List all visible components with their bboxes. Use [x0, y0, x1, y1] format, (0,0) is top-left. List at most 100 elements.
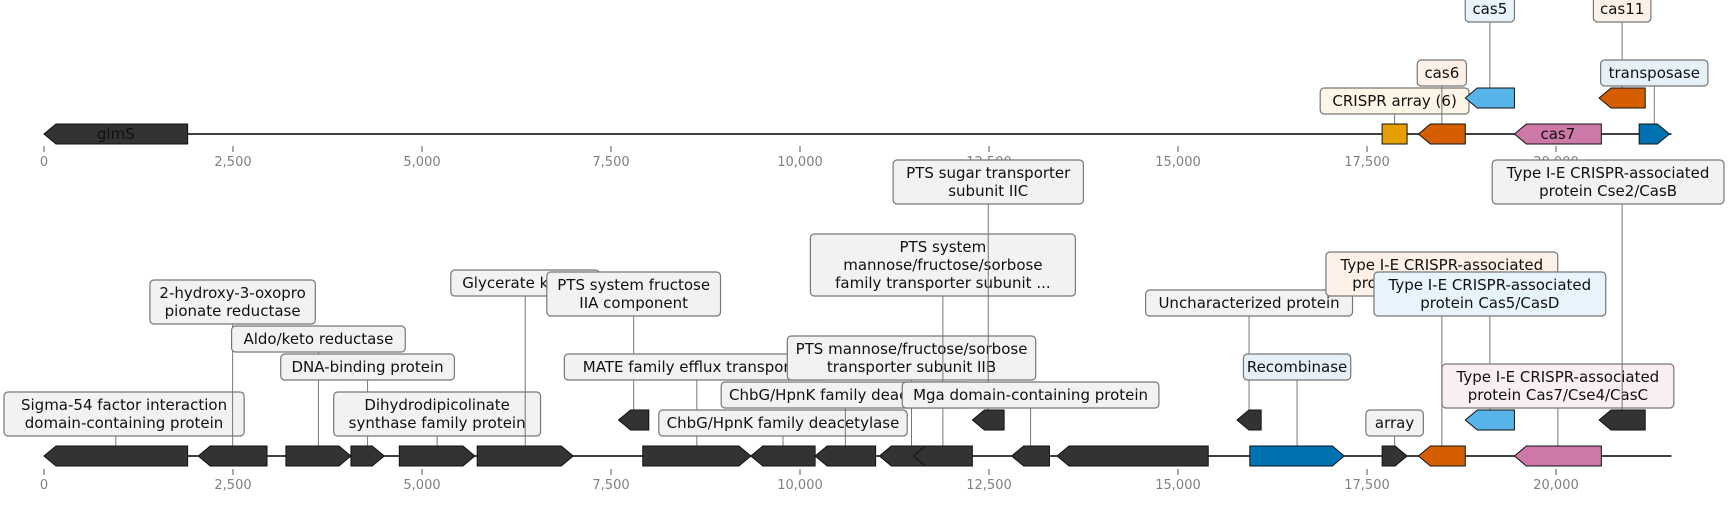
gene-label-box: [230, 325, 406, 353]
gene-arrow[interactable]: [1513, 123, 1602, 145]
gene-label-text: Type I-E CRISPR-associated: [1506, 164, 1710, 182]
gene-label-text: Recombinase: [1247, 358, 1347, 376]
gene-label-box: [280, 353, 456, 381]
axis-tick-label: 15,000: [1155, 155, 1201, 170]
gene-label-text: PTS system fructose: [557, 276, 710, 294]
gene-label-text: Type I-E CRISPR-associated: [1340, 256, 1544, 274]
gene-arrow[interactable]: [1249, 445, 1346, 467]
gene-label-text: array: [1375, 414, 1414, 432]
gene-label-text: Sigma-54 factor interaction: [21, 396, 227, 414]
axis-tick-label: 10,000: [777, 155, 823, 170]
gene-label-box: [149, 279, 316, 325]
axis-tick-label: 12,500: [966, 478, 1012, 493]
axis-tick-label: 5,000: [403, 155, 440, 170]
gene-arrow[interactable]: [398, 445, 476, 467]
gene-label-text: pionate reductase: [165, 302, 301, 320]
gene-arrow[interactable]: [197, 445, 268, 467]
gene-label-text: 2-hydroxy-3-oxopro: [159, 284, 305, 302]
gene-label-text: Uncharacterized protein: [1158, 294, 1339, 312]
track-bottom: 0 2,500 5,000 7,500 10,000 12,500 15,000 17,500…: [3, 159, 1725, 493]
gene-label-box: [1464, 0, 1516, 23]
gene-arrow[interactable]: [750, 445, 816, 467]
gene-arrow[interactable]: [1464, 409, 1515, 431]
gene-label-box: [1242, 353, 1352, 381]
gene-label-text: IIA component: [579, 294, 688, 312]
axis-tick-label: 10,000: [777, 478, 823, 493]
gene-label-text: Mga domain-containing protein: [913, 386, 1148, 404]
gene-arrow[interactable]: [43, 445, 189, 467]
gene-arrow[interactable]: [1598, 87, 1646, 109]
label-layer: Sigma-54 factor interactiondomain-contai…: [3, 159, 1725, 446]
gene-arrow[interactable]: [1381, 123, 1408, 145]
axis-tick-label: 7,500: [592, 478, 629, 493]
gene-label-text: PTS mannose/fructose/sorbose: [796, 340, 1028, 358]
gene-arrow[interactable]: [285, 445, 352, 467]
axis-tick-label: 0: [40, 478, 48, 493]
gene-arrow[interactable]: [1236, 409, 1262, 431]
gene-label-text: protein Cas7/Cse4/CasC: [1468, 386, 1648, 404]
gene-layer: glmS cas7: [43, 87, 1671, 145]
gene-arrow[interactable]: [476, 445, 574, 467]
gene-label-box: [786, 335, 1037, 381]
gene-label-text: Type I-E CRISPR-associated: [1388, 276, 1592, 294]
gene-arrow[interactable]: [350, 445, 385, 467]
gene-label-box: [1441, 363, 1675, 409]
track-top: 02,5005,0007,50010,00012,50015,00017,500…: [40, 0, 1709, 170]
gene-label-box: [1373, 271, 1607, 317]
gene-arrow[interactable]: [617, 409, 650, 431]
gene-label-text: transposase: [1609, 64, 1700, 82]
gene-arrow[interactable]: [1417, 123, 1466, 145]
axis-tick-label: 7,500: [592, 155, 629, 170]
gene-inner-label: glmS: [97, 125, 135, 143]
gene-arrow[interactable]: [1513, 445, 1602, 467]
axis-tick-label: 5,000: [403, 478, 440, 493]
gene-label-box: [1416, 59, 1468, 87]
gene-label-text: protein Cse2/CasB: [1539, 182, 1677, 200]
gene-label-text: DNA-binding protein: [292, 358, 444, 376]
gene-arrow[interactable]: [1638, 123, 1671, 145]
gene-arrow[interactable]: [642, 445, 752, 467]
gene-label-box: [1600, 59, 1709, 87]
gene-label-text: subunit IIC: [948, 182, 1028, 200]
axis-tick-label: 2,500: [214, 478, 251, 493]
gene-label-text: family transporter subunit ...: [835, 274, 1051, 292]
gene-label-text: transporter subunit IIB: [827, 358, 996, 376]
gene-label-text: mannose/fructose/sorbose: [843, 256, 1042, 274]
axis-tick-label: 15,000: [1155, 478, 1201, 493]
gene-arrow[interactable]: [1464, 87, 1515, 109]
gene-arrow[interactable]: [912, 445, 973, 467]
gene-label-text: PTS sugar transporter: [906, 164, 1071, 182]
gene-layer: [43, 409, 1646, 467]
gene-arrow[interactable]: [43, 123, 189, 145]
axis-tick-label: 17,500: [1344, 155, 1390, 170]
gene-label-box: [809, 233, 1076, 297]
axis-tick-label: 0: [40, 155, 48, 170]
gene-label-text: MATE family efflux transporter: [583, 358, 812, 376]
gene-label-text: Type I-E CRISPR-associated: [1456, 368, 1660, 386]
gene-label-box: [333, 391, 542, 437]
gene-arrow[interactable]: [1598, 409, 1646, 431]
gene-label-text: domain-containing protein: [25, 414, 224, 432]
axis-tick-label: 20,000: [1533, 478, 1579, 493]
gene-label-text: protein Cas5/CasD: [1420, 294, 1559, 312]
gene-arrow[interactable]: [1417, 445, 1466, 467]
label-layer: CRISPR array (6) cas6 cas5 cas11 transposase: [1319, 0, 1709, 124]
gene-label-text: ChbG/HpnK family deacetylase: [667, 414, 900, 432]
gene-label-box: [901, 381, 1160, 409]
axis-tick-label: 17,500: [1344, 478, 1390, 493]
gene-label-box: [1491, 159, 1725, 205]
gene-arrow[interactable]: [1010, 445, 1050, 467]
gene-label-text: synthase family protein: [349, 414, 526, 432]
axis-tick-label: 2,500: [214, 155, 251, 170]
gene-arrow[interactable]: [971, 409, 1005, 431]
gene-arrow[interactable]: [1056, 445, 1209, 467]
gene-label-text: Dihydrodipicolinate: [364, 396, 510, 414]
gene-label-box: [1592, 0, 1652, 23]
gene-label-text: cas5: [1472, 0, 1507, 18]
gene-label-box: [3, 391, 245, 437]
gene-arrow[interactable]: [1381, 445, 1408, 467]
gene-label-box: [892, 159, 1084, 205]
gene-label-text: CRISPR array (6): [1332, 92, 1456, 110]
gene-arrow[interactable]: [814, 445, 877, 467]
